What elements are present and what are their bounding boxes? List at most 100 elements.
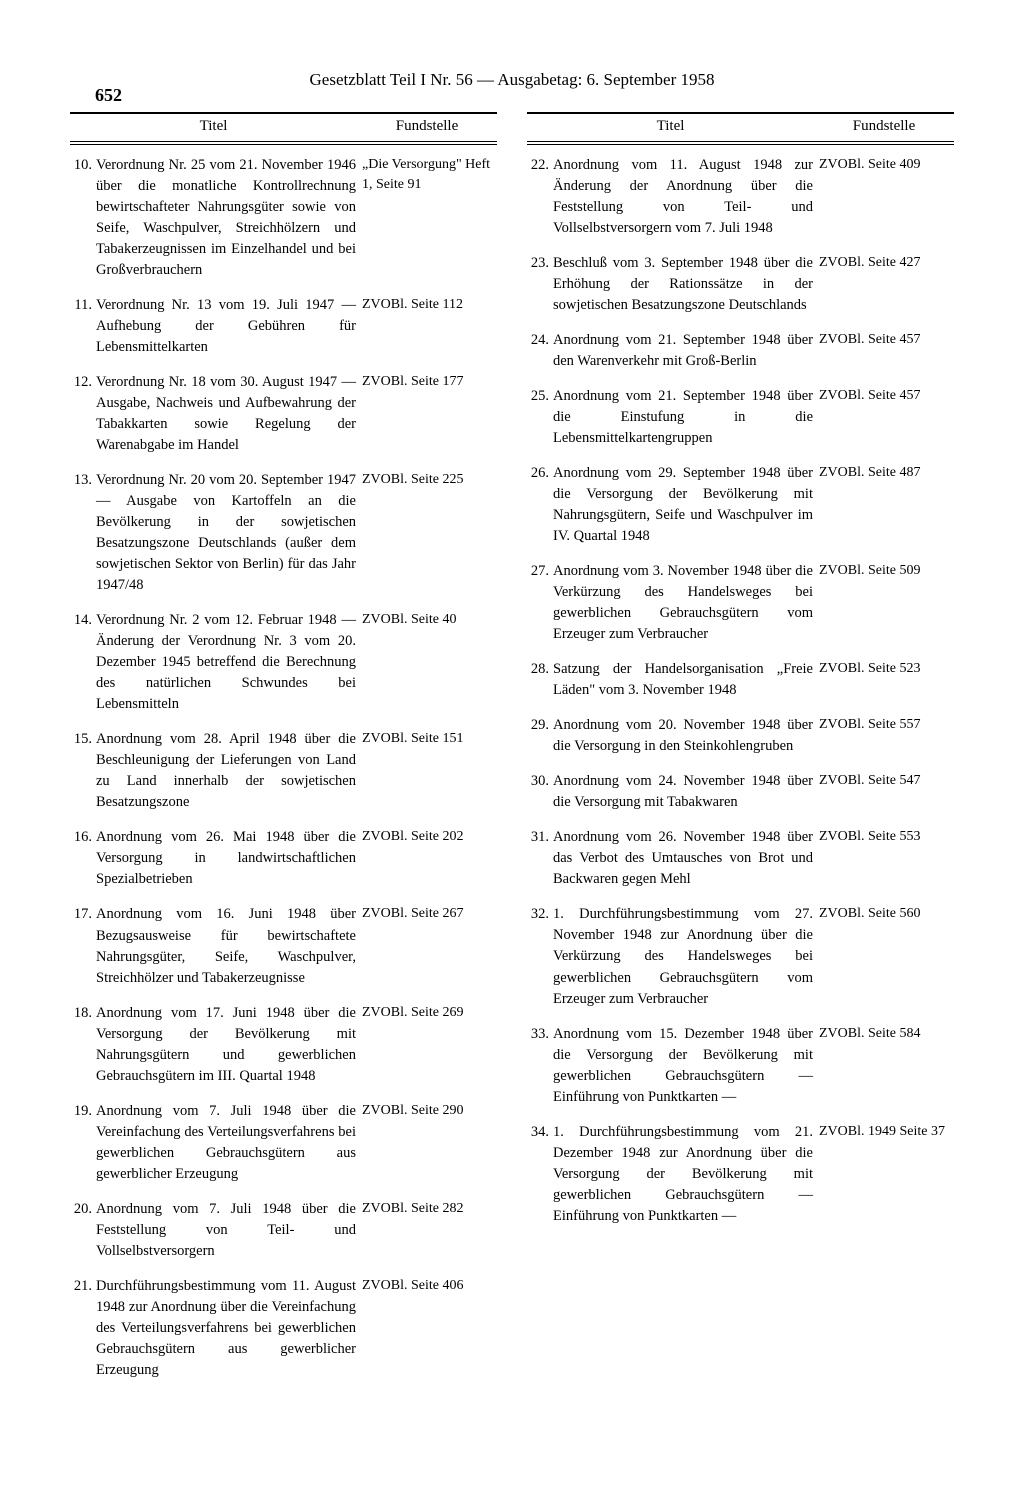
index-entry: 32.1. Durchführungsbestimmung vom 27. No… [527, 904, 954, 1009]
entry-number: 13. [70, 470, 96, 596]
entry-title: Anordnung vom 21. September 1948 über di… [553, 386, 819, 449]
entry-fundstelle: „Die Versorgung" Heft 1, Seite 91 [362, 155, 497, 281]
two-column-layout: Titel Fundstelle 10.Verordnung Nr. 25 vo… [70, 112, 954, 1395]
index-entry: 21.Durchführungsbestimmung vom 11. Augus… [70, 1276, 497, 1381]
entry-number: 19. [70, 1101, 96, 1185]
entry-number: 34. [527, 1122, 553, 1227]
entry-number: 16. [70, 827, 96, 890]
entry-title: Durchführungsbestimmung vom 11. August 1… [96, 1276, 362, 1381]
entry-number: 25. [527, 386, 553, 449]
header-titel: Titel [70, 118, 357, 135]
entry-fundstelle: ZVOBl. Seite 427 [819, 253, 954, 316]
index-entry: 12.Verordnung Nr. 18 vom 30. August 1947… [70, 372, 497, 456]
page-number: 652 [95, 85, 122, 106]
entry-number: 33. [527, 1024, 553, 1108]
entry-number: 22. [527, 155, 553, 239]
index-entry: 16.Anordnung vom 26. Mai 1948 über die V… [70, 827, 497, 890]
entry-title: Anordnung vom 26. Mai 1948 über die Vers… [96, 827, 362, 890]
entry-number: 23. [527, 253, 553, 316]
entry-number: 11. [70, 295, 96, 358]
entry-fundstelle: ZVOBl. Seite 523 [819, 659, 954, 701]
entry-fundstelle: ZVOBl. Seite 202 [362, 827, 497, 890]
entry-number: 31. [527, 827, 553, 890]
entry-fundstelle: ZVOBl. 1949 Seite 37 [819, 1122, 954, 1227]
entry-fundstelle: ZVOBl. Seite 487 [819, 463, 954, 547]
entry-title: Anordnung vom 26. November 1948 über das… [553, 827, 819, 890]
index-entry: 31.Anordnung vom 26. November 1948 über … [527, 827, 954, 890]
entry-fundstelle: ZVOBl. Seite 553 [819, 827, 954, 890]
index-entry: 34.1. Durchführungsbestimmung vom 21. De… [527, 1122, 954, 1227]
entry-title: Anordnung vom 24. November 1948 über die… [553, 771, 819, 813]
entry-title: Anordnung vom 21. September 1948 über de… [553, 330, 819, 372]
index-entry: 13.Verordnung Nr. 20 vom 20. September 1… [70, 470, 497, 596]
index-entry: 30.Anordnung vom 24. November 1948 über … [527, 771, 954, 813]
entry-fundstelle: ZVOBl. Seite 282 [362, 1199, 497, 1262]
index-entry: 15.Anordnung vom 28. April 1948 über die… [70, 729, 497, 813]
entry-fundstelle: ZVOBl. Seite 457 [819, 386, 954, 449]
entry-number: 30. [527, 771, 553, 813]
header-titel: Titel [527, 118, 814, 135]
entry-number: 18. [70, 1003, 96, 1087]
entry-fundstelle: ZVOBl. Seite 406 [362, 1276, 497, 1381]
entry-fundstelle: ZVOBl. Seite 225 [362, 470, 497, 596]
entry-number: 29. [527, 715, 553, 757]
entry-fundstelle: ZVOBl. Seite 584 [819, 1024, 954, 1108]
entry-fundstelle: ZVOBl. Seite 409 [819, 155, 954, 239]
entry-fundstelle: ZVOBl. Seite 560 [819, 904, 954, 1009]
left-column: Titel Fundstelle 10.Verordnung Nr. 25 vo… [70, 112, 497, 1395]
entry-number: 20. [70, 1199, 96, 1262]
entry-fundstelle: ZVOBl. Seite 40 [362, 610, 497, 715]
index-entry: 11.Verordnung Nr. 13 vom 19. Juli 1947 —… [70, 295, 497, 358]
entry-number: 12. [70, 372, 96, 456]
index-entry: 33.Anordnung vom 15. Dezember 1948 über … [527, 1024, 954, 1108]
index-entry: 28.Satzung der Handelsorganisation „Frei… [527, 659, 954, 701]
entry-title: Verordnung Nr. 13 vom 19. Juli 1947 — Au… [96, 295, 362, 358]
index-entry: 10.Verordnung Nr. 25 vom 21. November 19… [70, 155, 497, 281]
entry-fundstelle: ZVOBl. Seite 151 [362, 729, 497, 813]
index-entry: 24.Anordnung vom 21. September 1948 über… [527, 330, 954, 372]
entry-title: Anordnung vom 15. Dezember 1948 über die… [553, 1024, 819, 1108]
entry-title: Anordnung vom 16. Juni 1948 über Bezugsa… [96, 904, 362, 988]
entry-title: Anordnung vom 11. August 1948 zur Änderu… [553, 155, 819, 239]
entry-title: Verordnung Nr. 20 vom 20. September 1947… [96, 470, 362, 596]
column-header-row: Titel Fundstelle [527, 112, 954, 142]
entry-number: 24. [527, 330, 553, 372]
index-entry: 27.Anordnung vom 3. November 1948 über d… [527, 561, 954, 645]
column-header-row: Titel Fundstelle [70, 112, 497, 142]
entry-fundstelle: ZVOBl. Seite 269 [362, 1003, 497, 1087]
entry-fundstelle: ZVOBl. Seite 112 [362, 295, 497, 358]
index-entry: 18.Anordnung vom 17. Juni 1948 über die … [70, 1003, 497, 1087]
entry-title: Anordnung vom 3. November 1948 über die … [553, 561, 819, 645]
index-entry: 19.Anordnung vom 7. Juli 1948 über die V… [70, 1101, 497, 1185]
entry-title: Anordnung vom 20. November 1948 über die… [553, 715, 819, 757]
entry-number: 14. [70, 610, 96, 715]
entry-number: 17. [70, 904, 96, 988]
entry-fundstelle: ZVOBl. Seite 267 [362, 904, 497, 988]
index-entry: 14.Verordnung Nr. 2 vom 12. Februar 1948… [70, 610, 497, 715]
entry-title: Anordnung vom 28. April 1948 über die Be… [96, 729, 362, 813]
entry-title: Verordnung Nr. 2 vom 12. Februar 1948 — … [96, 610, 362, 715]
entry-fundstelle: ZVOBl. Seite 177 [362, 372, 497, 456]
right-column: Titel Fundstelle 22.Anordnung vom 11. Au… [527, 112, 954, 1395]
page-header: Gesetzblatt Teil I Nr. 56 — Ausgabetag: … [70, 70, 954, 94]
entry-fundstelle: ZVOBl. Seite 457 [819, 330, 954, 372]
index-entry: 29.Anordnung vom 20. November 1948 über … [527, 715, 954, 757]
entry-number: 10. [70, 155, 96, 281]
entry-title: Satzung der Handelsorganisation „Freie L… [553, 659, 819, 701]
entry-fundstelle: ZVOBl. Seite 557 [819, 715, 954, 757]
entry-title: 1. Durchführungsbestimmung vom 21. Dezem… [553, 1122, 819, 1227]
entry-fundstelle: ZVOBl. Seite 547 [819, 771, 954, 813]
header-fundstelle: Fundstelle [814, 118, 954, 135]
entry-title: Verordnung Nr. 25 vom 21. November 1946 … [96, 155, 362, 281]
entry-number: 27. [527, 561, 553, 645]
entry-title: Anordnung vom 17. Juni 1948 über die Ver… [96, 1003, 362, 1087]
entry-number: 32. [527, 904, 553, 1009]
index-entry: 20.Anordnung vom 7. Juli 1948 über die F… [70, 1199, 497, 1262]
index-entry: 22.Anordnung vom 11. August 1948 zur Änd… [527, 155, 954, 239]
entry-fundstelle: ZVOBl. Seite 290 [362, 1101, 497, 1185]
entry-number: 15. [70, 729, 96, 813]
index-entry: 23.Beschluß vom 3. September 1948 über d… [527, 253, 954, 316]
entry-number: 21. [70, 1276, 96, 1381]
header-fundstelle: Fundstelle [357, 118, 497, 135]
entry-number: 28. [527, 659, 553, 701]
